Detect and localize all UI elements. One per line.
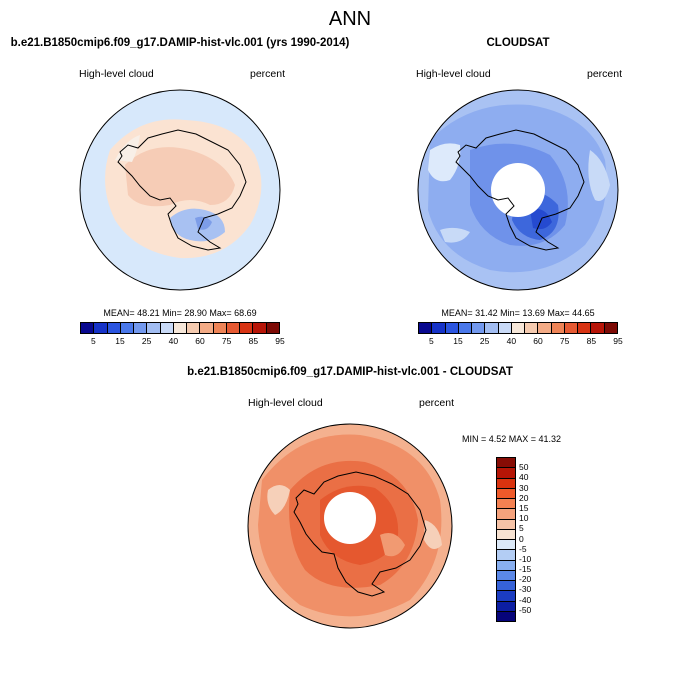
- diff-colorbar-label: -10: [519, 553, 532, 564]
- diff-colorbar-swatch: [497, 519, 515, 530]
- diff-colorbar-label: 40: [519, 472, 529, 483]
- obs-antarctica-coastline: [455, 129, 585, 251]
- diff-colorbar-label: -20: [519, 574, 532, 585]
- obs-colorbar-swatch: [472, 323, 486, 333]
- model-units-label: percent: [250, 68, 286, 80]
- obs-colorbar-label: 85: [586, 336, 597, 346]
- model-colorbar-swatch: [266, 323, 279, 333]
- obs-colorbar: 5 15 25 40 60 75 85 95: [418, 322, 623, 346]
- model-colorbar-swatch: [173, 323, 188, 333]
- model-colorbar: 5 15 25 40 60 75 85 95: [80, 322, 285, 346]
- diff-colorbar-label: 15: [519, 502, 529, 513]
- diff-colorbar-swatch: [497, 468, 515, 479]
- diff-colorbar-label: 5: [519, 523, 524, 534]
- model-colorbar-swatch: [94, 323, 108, 333]
- model-colorbar-swatch: [160, 323, 174, 333]
- model-variable-label: High-level cloud: [79, 68, 154, 80]
- obs-colorbar-label: 60: [533, 336, 543, 346]
- model-colorbar-label: 15: [115, 336, 125, 346]
- model-colorbar-label: 40: [168, 336, 179, 346]
- diff-colorbar-label: -15: [519, 564, 532, 575]
- diff-stats: MIN = 4.52 MAX = 41.32: [462, 434, 562, 444]
- diff-colorbar-label: -30: [519, 584, 532, 595]
- model-stats: MEAN= 48.21 Min= 28.90 Max= 68.69: [103, 308, 257, 318]
- obs-colorbar-label: 25: [479, 336, 490, 346]
- diff-colorbar-swatch: [497, 591, 515, 602]
- diff-panel-title: b.e21.B1850cmip6.f09_g17.DAMIP-hist-vlc.…: [187, 366, 513, 378]
- obs-colorbar-label: 95: [613, 336, 623, 346]
- diff-colorbar-label: -50: [519, 604, 532, 615]
- obs-colorbar-swatch: [564, 323, 579, 333]
- model-antarctica-coastline: [117, 129, 247, 251]
- diff-colorbar-swatch: [497, 458, 515, 469]
- obs-colorbar-swatch: [511, 323, 526, 333]
- diff-colorbar-swatch: [497, 601, 515, 612]
- model-colorbar-swatch: [120, 323, 135, 333]
- diff-colorbar-swatch: [497, 611, 515, 621]
- diff-colorbar-swatch: [497, 478, 515, 489]
- diff-colorbar-label: -5: [519, 543, 527, 554]
- obs-colorbar-swatch: [538, 323, 552, 333]
- obs-colorbar-swatch: [419, 323, 433, 333]
- obs-units-label: percent: [587, 68, 623, 80]
- obs-colorbar-swatch: [551, 323, 565, 333]
- model-colorbar-swatch: [187, 323, 201, 333]
- diff-colorbar-swatch: [497, 540, 515, 551]
- diff-colorbar-swatch: [497, 488, 515, 499]
- obs-colorbar-label: 40: [506, 336, 517, 346]
- obs-colorbar-swatch: [604, 323, 617, 333]
- obs-colorbar-swatch: [578, 323, 592, 333]
- model-colorbar-label: 95: [275, 336, 285, 346]
- model-colorbar-swatch: [81, 323, 95, 333]
- diff-colorbar: 50 40 30 20 15 10 5 0 -5 -10 -15 -20 -30 -40 -50: [496, 457, 556, 622]
- model-colorbar-swatch: [134, 323, 148, 333]
- obs-colorbar-swatch: [432, 323, 446, 333]
- diff-colorbar-label: 0: [519, 533, 524, 544]
- diff-colorbar-swatch: [497, 570, 515, 581]
- diff-colorbar-swatch: [497, 550, 515, 561]
- diff-units-label: percent: [419, 397, 455, 409]
- obs-stats: MEAN= 31.42 Min= 13.69 Max= 44.65: [441, 308, 595, 318]
- model-colorbar-label: 85: [248, 336, 259, 346]
- diff-colorbar-swatch: [497, 581, 515, 592]
- diff-antarctica-coastline: [293, 471, 427, 597]
- diff-colorbar-label: 30: [519, 482, 529, 493]
- model-colorbar-swatch: [213, 323, 227, 333]
- model-colorbar-label: 75: [221, 336, 232, 346]
- obs-colorbar-swatch: [498, 323, 512, 333]
- obs-variable-label: High-level cloud: [416, 68, 491, 80]
- model-colorbar-swatch: [200, 323, 214, 333]
- diff-colorbar-swatch: [497, 509, 515, 520]
- diff-colorbar-swatch: [497, 529, 515, 540]
- model-colorbar-swatch: [240, 323, 254, 333]
- obs-colorbar-swatch: [485, 323, 499, 333]
- model-colorbar-swatch: [107, 323, 121, 333]
- diff-colorbar-label: -40: [519, 594, 532, 605]
- diff-colorbar-swatch: [497, 499, 515, 510]
- diff-colorbar-label: 10: [519, 513, 529, 524]
- model-panel-title: b.e21.B1850cmip6.f09_g17.DAMIP-hist-vlc.…: [10, 37, 350, 49]
- diff-variable-label: High-level cloud: [248, 397, 323, 409]
- page-title: ANN: [328, 8, 372, 30]
- obs-colorbar-swatch: [445, 323, 459, 333]
- model-colorbar-swatch: [147, 323, 161, 333]
- model-colorbar-label: 60: [195, 336, 205, 346]
- diff-colorbar-swatch: [497, 560, 515, 571]
- model-colorbar-swatch: [253, 323, 267, 333]
- model-colorbar-swatch: [226, 323, 241, 333]
- diff-colorbar-label: 20: [519, 492, 529, 503]
- obs-colorbar-label: 75: [559, 336, 570, 346]
- obs-colorbar-swatch: [458, 323, 473, 333]
- diff-colorbar-label: 50: [519, 462, 529, 473]
- model-colorbar-label: 25: [141, 336, 152, 346]
- obs-panel-title: CLOUDSAT: [486, 37, 550, 49]
- obs-colorbar-swatch: [525, 323, 539, 333]
- obs-colorbar-label: 5: [428, 336, 434, 346]
- obs-colorbar-label: 15: [453, 336, 463, 346]
- obs-colorbar-swatch: [591, 323, 605, 333]
- model-colorbar-label: 5: [90, 336, 96, 346]
